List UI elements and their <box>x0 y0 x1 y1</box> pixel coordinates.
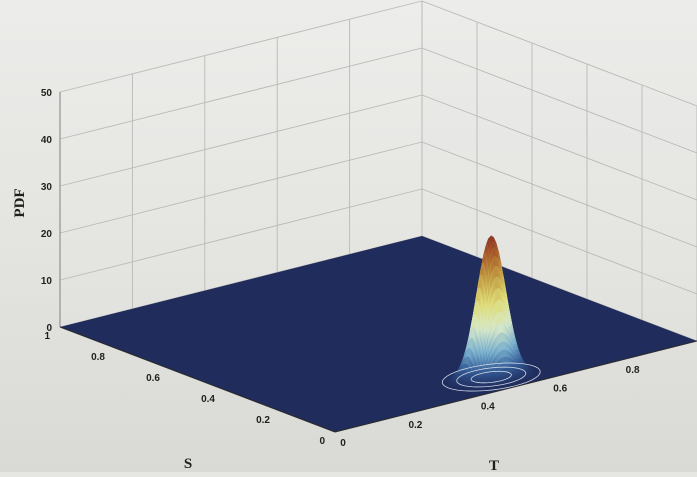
surface-patch <box>525 380 528 381</box>
s-tick-label: 1 <box>44 331 50 342</box>
s-tick-label: 0.4 <box>201 394 215 405</box>
x-axis-title: T <box>489 458 499 472</box>
t-tick-label: 0 <box>340 438 346 449</box>
z-tick-label: 50 <box>41 88 53 99</box>
t-tick-label: 0.2 <box>408 420 422 431</box>
s-tick-label: 0.2 <box>256 415 270 426</box>
s-tick-label: 0.8 <box>91 352 105 363</box>
z-tick-label: 10 <box>41 276 53 287</box>
t-tick-label: 0.8 <box>626 365 640 376</box>
z-tick-label: 20 <box>41 229 53 240</box>
s-tick-label: 0 <box>319 436 325 447</box>
z-tick-label: 40 <box>41 135 53 146</box>
t-tick-label: 0.4 <box>481 402 495 413</box>
z-axis-title: PDF <box>12 188 28 217</box>
s-tick-label: 0.6 <box>146 373 160 384</box>
surface-patch <box>522 381 525 382</box>
z-tick-label: 30 <box>41 182 53 193</box>
surface-patch <box>528 379 531 380</box>
t-tick-label: 0.6 <box>553 383 567 394</box>
y-axis-title: S <box>184 456 192 472</box>
surface-patch <box>531 378 534 379</box>
